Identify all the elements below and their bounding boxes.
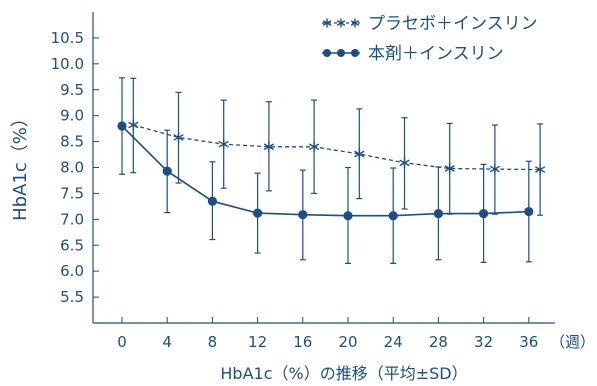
x-tick-label: 24 — [384, 333, 403, 351]
y-tick-label: 9.5 — [60, 81, 84, 99]
data-point — [117, 121, 127, 131]
y-tick-label: 7.5 — [60, 184, 84, 202]
y-tick-label: 8.5 — [60, 133, 84, 151]
y-tick-label: 8.0 — [60, 159, 84, 177]
x-tick-label: 0 — [117, 333, 127, 351]
legend-label-drug: 本剤＋インスリン — [368, 44, 504, 64]
x-tick-label: 8 — [208, 333, 218, 351]
series-placebo — [128, 77, 546, 216]
data-point — [298, 210, 308, 220]
data-point — [218, 138, 229, 150]
data-point — [479, 209, 489, 219]
legend-item-drug: 本剤＋インスリン — [322, 44, 504, 64]
data-point — [388, 211, 398, 221]
data-point — [308, 141, 320, 153]
series-line — [121, 125, 529, 217]
x-axis-unit-label: （週） — [550, 333, 595, 351]
data-point — [263, 141, 275, 153]
legend-marker-star — [322, 18, 332, 28]
data-point — [534, 164, 546, 176]
data-point — [253, 208, 263, 218]
data-point — [444, 163, 455, 175]
x-tick-label: 12 — [248, 333, 267, 351]
legend-label-placebo: プラセボ＋インスリン — [368, 14, 538, 34]
data-point — [399, 157, 410, 169]
x-tick-label: 28 — [429, 333, 448, 351]
y-tick-label: 10.0 — [51, 55, 84, 73]
y-tick-label: 6.5 — [60, 236, 84, 254]
x-tick-label: 16 — [293, 333, 312, 351]
data-point — [128, 119, 139, 131]
legend-marker-dot — [323, 49, 331, 57]
legend-markers-drug — [323, 49, 359, 57]
series-group — [117, 77, 546, 264]
data-point — [173, 131, 184, 143]
data-point — [162, 166, 172, 176]
y-tick-label: 5.5 — [60, 288, 84, 306]
y-tick-label: 6.0 — [60, 262, 84, 280]
y-ticks: 5.5 6.0 6.5 7.0 7.5 8.0 8.5 9.0 9.5 10.0 10.5 — [51, 29, 99, 306]
data-point — [354, 148, 365, 160]
y-tick-label: 9.0 — [60, 107, 84, 125]
data-point — [433, 209, 443, 219]
chart-caption: HbA1c（%）の推移（平均±SD） — [220, 364, 467, 383]
y-axis-title: HbA1c（%） — [10, 109, 31, 221]
x-tick-label: 4 — [162, 333, 172, 351]
x-ticks: 0 4 8 12 16 20 24 28 32 36 — [117, 317, 538, 351]
series-line — [133, 124, 541, 171]
series-drug — [117, 77, 534, 264]
y-tick-label: 7.0 — [60, 210, 84, 228]
legend-marker-dot — [351, 49, 359, 57]
legend-markers-placebo — [322, 18, 360, 28]
legend-marker-star — [336, 18, 346, 28]
legend-item-placebo: プラセボ＋インスリン — [322, 14, 538, 34]
legend-marker-dot — [337, 49, 345, 57]
data-point — [207, 196, 217, 206]
x-tick-label: 32 — [474, 333, 493, 351]
data-point — [524, 206, 534, 217]
data-point — [489, 163, 501, 175]
y-tick-label: 10.5 — [51, 29, 84, 47]
x-tick-label: 20 — [338, 333, 357, 351]
x-tick-label: 36 — [519, 333, 538, 351]
legend: プラセボ＋インスリン 本剤＋インスリン — [322, 14, 538, 64]
legend-marker-star — [350, 18, 360, 28]
data-point — [343, 211, 353, 221]
